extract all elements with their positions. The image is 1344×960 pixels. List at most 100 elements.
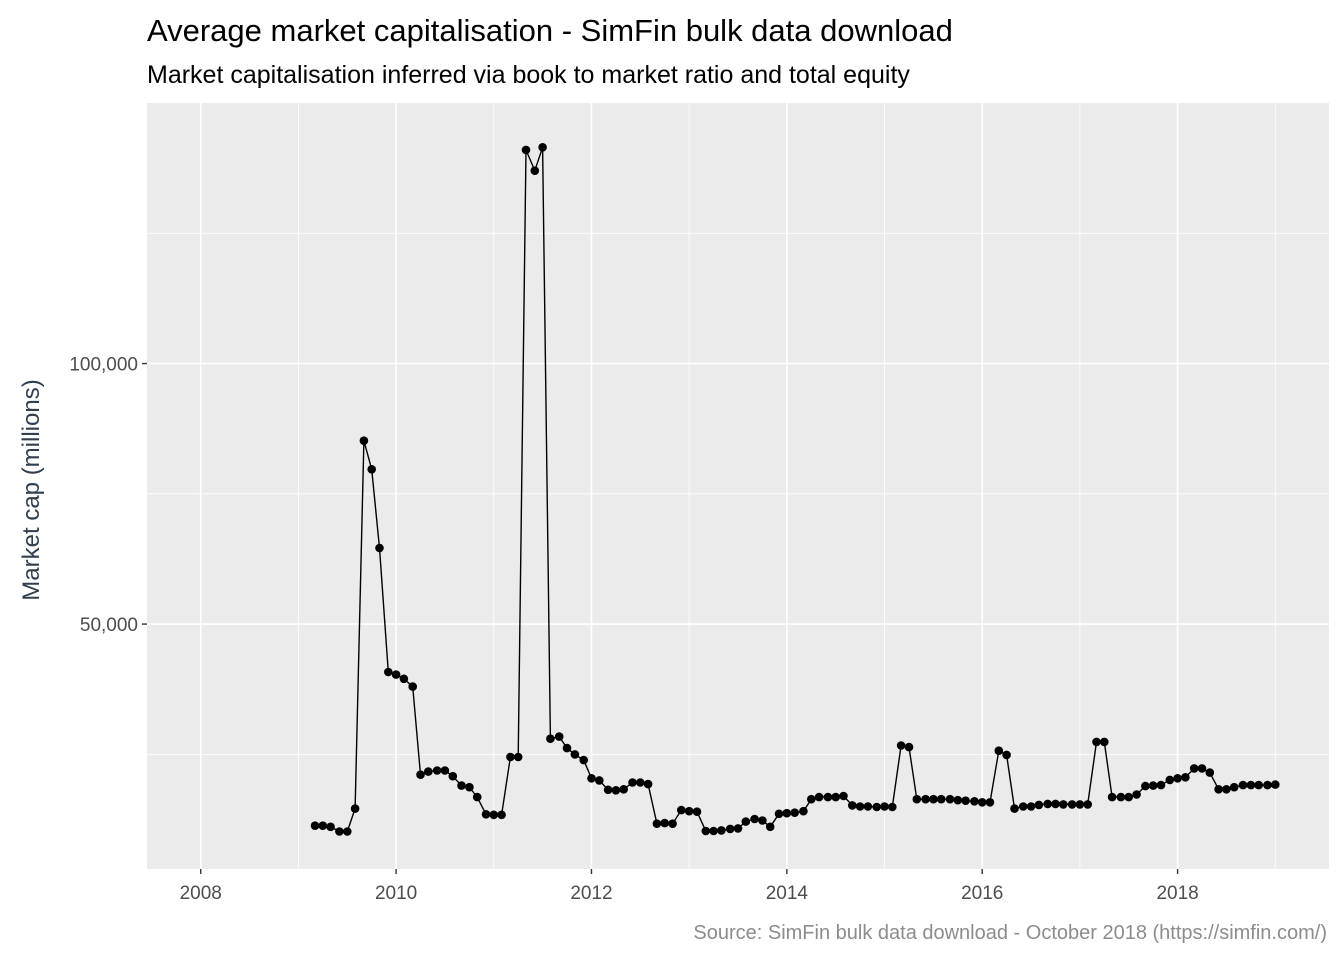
data-point bbox=[375, 543, 384, 553]
data-point bbox=[765, 822, 775, 832]
data-point bbox=[497, 810, 506, 820]
data-point bbox=[603, 785, 613, 795]
x-tick-label: 2012 bbox=[570, 883, 612, 904]
x-tick-label: 2016 bbox=[961, 883, 1003, 904]
x-axis-ticks: 2008 2010 2012 2014 2016 2018 bbox=[180, 869, 1199, 904]
data-point bbox=[880, 802, 889, 811]
data-point bbox=[921, 794, 930, 804]
data-point bbox=[1254, 780, 1263, 790]
data-point bbox=[465, 782, 474, 792]
data-point bbox=[985, 798, 995, 807]
data-point bbox=[643, 779, 653, 789]
data-point bbox=[424, 767, 433, 776]
data-point bbox=[725, 824, 735, 834]
data-point bbox=[936, 794, 946, 804]
data-point bbox=[579, 755, 588, 765]
data-point bbox=[1002, 750, 1011, 760]
data-point bbox=[1116, 792, 1126, 802]
data-point bbox=[489, 810, 499, 820]
data-point bbox=[1222, 785, 1231, 794]
data-point bbox=[1018, 802, 1028, 811]
y-tick-label: 50,000 bbox=[80, 615, 138, 636]
data-point bbox=[652, 819, 662, 828]
y-axis-ticks: 50,000 100,000 bbox=[69, 355, 147, 636]
data-point bbox=[1148, 781, 1158, 790]
data-point bbox=[1156, 780, 1166, 790]
data-point bbox=[660, 818, 669, 828]
data-point bbox=[970, 797, 979, 806]
data-point bbox=[1075, 800, 1085, 809]
chart-title: Average market capitalisation - SimFin b… bbox=[147, 13, 953, 48]
data-point bbox=[1205, 768, 1215, 777]
data-point bbox=[1229, 782, 1239, 792]
data-point bbox=[872, 802, 881, 812]
plot-panel bbox=[147, 103, 1329, 869]
data-point bbox=[1026, 802, 1036, 811]
data-point bbox=[896, 741, 906, 750]
data-point bbox=[367, 465, 377, 474]
minor-gridlines bbox=[147, 103, 1329, 869]
data-point bbox=[790, 808, 799, 817]
data-point bbox=[350, 804, 360, 813]
data-point bbox=[1083, 800, 1092, 809]
data-point bbox=[513, 752, 523, 762]
y-axis-title: Market cap (millions) bbox=[18, 379, 45, 600]
data-point bbox=[774, 809, 784, 819]
data-point bbox=[1246, 780, 1256, 790]
x-tick-label: 2018 bbox=[1156, 883, 1198, 904]
data-point bbox=[554, 732, 564, 741]
data-point bbox=[326, 822, 335, 832]
data-point bbox=[1214, 785, 1223, 794]
data-point bbox=[684, 806, 694, 816]
data-point bbox=[831, 792, 840, 802]
data-point bbox=[848, 801, 857, 810]
data-point bbox=[1067, 800, 1077, 809]
data-point bbox=[1043, 799, 1052, 809]
data-point bbox=[1173, 774, 1182, 783]
data-point bbox=[440, 766, 450, 775]
data-point bbox=[677, 805, 686, 815]
data-point bbox=[481, 810, 491, 819]
data-point bbox=[807, 794, 816, 804]
data-point bbox=[335, 827, 344, 836]
data-point bbox=[961, 796, 970, 805]
data-point bbox=[1124, 792, 1133, 802]
data-point bbox=[814, 792, 824, 802]
data-point bbox=[636, 778, 645, 787]
data-point bbox=[1238, 780, 1248, 790]
data-point bbox=[717, 826, 726, 835]
data-point bbox=[562, 743, 572, 753]
data-point bbox=[457, 781, 466, 790]
data-point bbox=[904, 742, 914, 752]
data-point bbox=[472, 792, 482, 802]
data-point bbox=[432, 766, 442, 775]
data-point bbox=[1107, 792, 1117, 802]
data-point bbox=[994, 746, 1004, 755]
data-point bbox=[521, 145, 531, 155]
market-cap-points bbox=[310, 143, 1280, 836]
data-point bbox=[391, 670, 401, 679]
data-point bbox=[1034, 800, 1044, 810]
data-point bbox=[758, 816, 767, 825]
data-point bbox=[570, 750, 580, 759]
data-point bbox=[416, 770, 425, 779]
data-point bbox=[750, 814, 759, 824]
x-tick-label: 2008 bbox=[180, 883, 222, 904]
data-point bbox=[399, 674, 409, 684]
data-point bbox=[1271, 780, 1280, 789]
data-point bbox=[530, 166, 540, 175]
data-point bbox=[823, 792, 833, 802]
data-point bbox=[741, 817, 751, 826]
data-point bbox=[701, 826, 711, 836]
data-point bbox=[929, 794, 938, 804]
data-point bbox=[945, 794, 955, 804]
data-point bbox=[863, 802, 873, 811]
data-point bbox=[1189, 764, 1199, 773]
data-point bbox=[1141, 781, 1150, 791]
data-point bbox=[782, 808, 792, 818]
y-tick-label: 100,000 bbox=[69, 355, 138, 376]
data-point bbox=[1165, 775, 1175, 785]
data-point bbox=[343, 827, 352, 836]
data-point bbox=[506, 752, 515, 762]
